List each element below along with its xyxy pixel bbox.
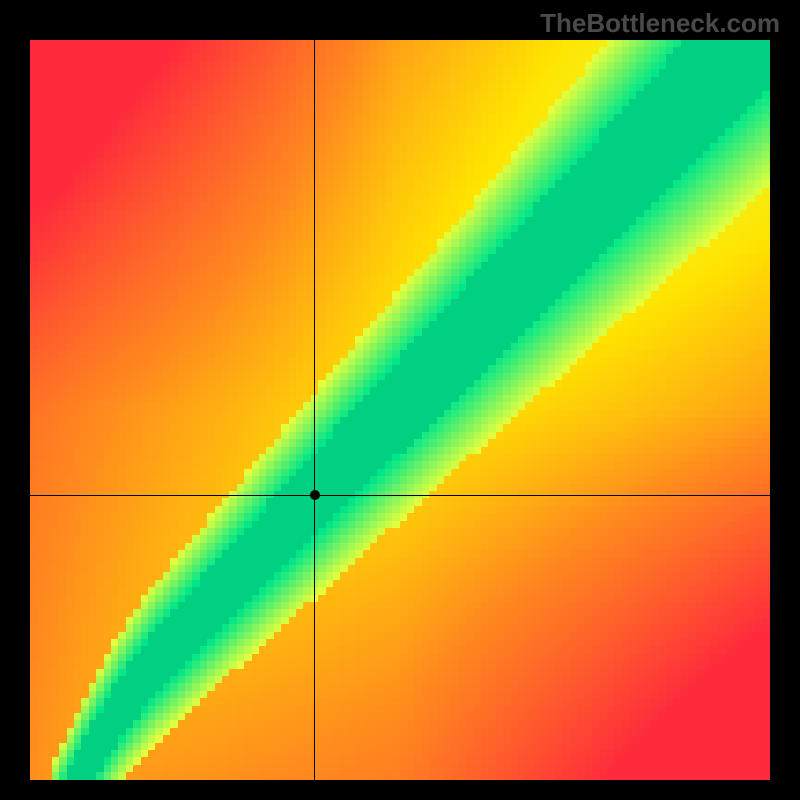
watermark-text: TheBottleneck.com [540,8,780,39]
crosshair-dot [310,490,320,500]
crosshair-horizontal [30,495,770,496]
heatmap-canvas [30,40,770,780]
root: TheBottleneck.com [0,0,800,800]
heatmap-plot [30,40,770,780]
crosshair-vertical [314,40,315,780]
